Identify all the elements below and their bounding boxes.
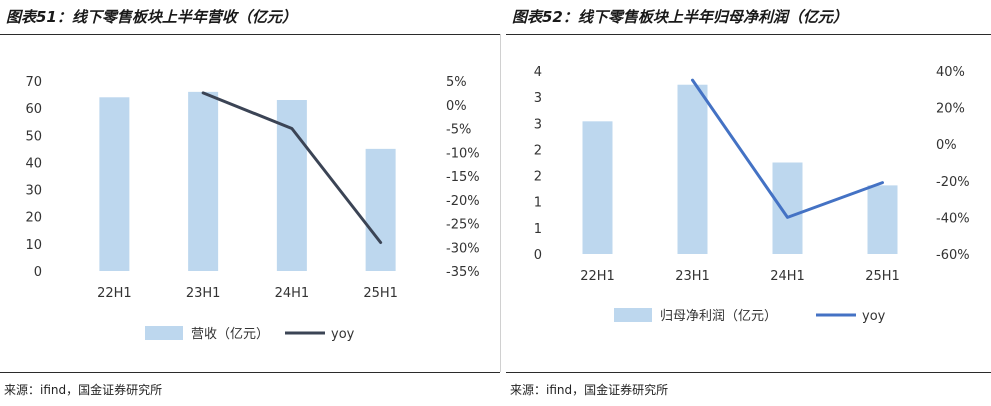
revenue-chart: 0 10 20 30 40 50 60 70 5% 0% -5% -10% -15% -20% -25% -… (25, 75, 480, 342)
right-tick-label: -35% (446, 265, 480, 280)
legend-bar-swatch (614, 308, 652, 322)
legend-label-line: yoy (331, 327, 355, 342)
yoy-line (691, 78, 884, 219)
bar-22H1 (582, 121, 613, 254)
right-tick-label: -40% (936, 211, 970, 226)
right-tick-label: 5% (446, 75, 467, 90)
left-tick-label: 0 (34, 265, 42, 280)
right-tick-label: 0% (446, 99, 467, 114)
yoy-line-group (691, 78, 884, 219)
x-axis-ticks: 22H1 23H1 24H1 25H1 (97, 286, 398, 301)
panel-divider (500, 34, 501, 372)
right-tick-label: -60% (936, 248, 970, 263)
right-tick-label: 40% (936, 65, 965, 80)
right-axis-ticks: 40% 20% 0% -20% -40% -60% (936, 65, 970, 263)
bar-24H1 (772, 162, 803, 254)
x-tick-label: 25H1 (363, 286, 398, 301)
legend-label-line: yoy (862, 309, 886, 324)
right-tick-label: 0% (936, 138, 957, 153)
chart-title: 图表52：线下零售板块上半年归母净利润（亿元） (512, 8, 848, 26)
source-rule (0, 372, 500, 373)
source-note: 来源：ifind，国金证券研究所 (510, 383, 669, 397)
left-tick-label: 30 (25, 184, 42, 199)
left-tick-label: 50 (25, 129, 42, 144)
bar-22H1 (99, 97, 130, 272)
x-tick-label: 23H1 (186, 286, 221, 301)
right-tick-label: -25% (446, 218, 480, 233)
left-tick-label: 0 (534, 248, 542, 263)
yoy-line (201, 91, 383, 244)
left-tick-label: 1 (534, 222, 542, 237)
left-tick-label: 60 (25, 102, 42, 117)
left-tick-label: 1 (534, 196, 542, 211)
x-tick-label: 24H1 (770, 269, 805, 284)
right-tick-label: -15% (446, 170, 480, 185)
legend-label-bar: 营收（亿元） (191, 327, 269, 342)
left-axis-ticks: 0 1 1 2 2 3 3 4 (534, 65, 542, 263)
bar-25H1 (867, 185, 898, 254)
left-tick-label: 10 (25, 238, 42, 253)
left-tick-label: 4 (534, 65, 542, 80)
legend: 营收（亿元） yoy (145, 326, 355, 342)
x-tick-label: 22H1 (580, 269, 615, 284)
left-axis-ticks: 0 10 20 30 40 50 60 70 (25, 75, 42, 280)
left-tick-label: 2 (534, 143, 542, 158)
left-tick-label: 20 (25, 211, 42, 226)
bar-23H1 (188, 91, 219, 271)
title-rule (0, 34, 500, 35)
right-tick-label: -10% (446, 146, 480, 161)
right-tick-label: -30% (446, 241, 480, 256)
x-tick-label: 24H1 (275, 286, 310, 301)
legend-bar-swatch (145, 326, 183, 340)
x-axis-ticks: 22H1 23H1 24H1 25H1 (580, 269, 900, 284)
left-tick-label: 40 (25, 156, 42, 171)
legend: 归母净利润（亿元） yoy (614, 308, 886, 324)
net-profit-chart: 0 1 1 2 2 3 3 4 40% 20% 0% -20% -40% -60% 22H1 23H1 24… (534, 65, 970, 324)
x-tick-label: 25H1 (865, 269, 900, 284)
bar-25H1 (365, 148, 396, 271)
bar-23H1 (677, 84, 708, 254)
right-tick-label: -20% (446, 194, 480, 209)
right-tick-label: -20% (936, 175, 970, 190)
x-tick-label: 22H1 (97, 286, 132, 301)
left-tick-label: 3 (534, 117, 542, 132)
x-tick-label: 23H1 (675, 269, 710, 284)
chart-panel-revenue: 图表51：线下零售板块上半年营收（亿元） 0 10 20 30 40 50 60 70 5% 0… (0, 8, 500, 397)
right-tick-label: -5% (446, 123, 471, 138)
right-tick-label: 20% (936, 102, 965, 117)
yoy-line-group (201, 91, 383, 244)
right-axis-ticks: 5% 0% -5% -10% -15% -20% -25% -30% -35% (446, 75, 480, 280)
title-rule (506, 34, 991, 35)
bars-group (582, 84, 898, 254)
chart-title: 图表51：线下零售板块上半年营收（亿元） (6, 8, 297, 26)
bars-group (99, 91, 396, 272)
source-rule (506, 372, 991, 373)
legend-label-bar: 归母净利润（亿元） (660, 309, 777, 324)
source-note: 来源：ifind，国金证券研究所 (4, 383, 163, 397)
left-tick-label: 2 (534, 170, 542, 185)
left-tick-label: 70 (25, 75, 42, 90)
left-tick-label: 3 (534, 91, 542, 106)
